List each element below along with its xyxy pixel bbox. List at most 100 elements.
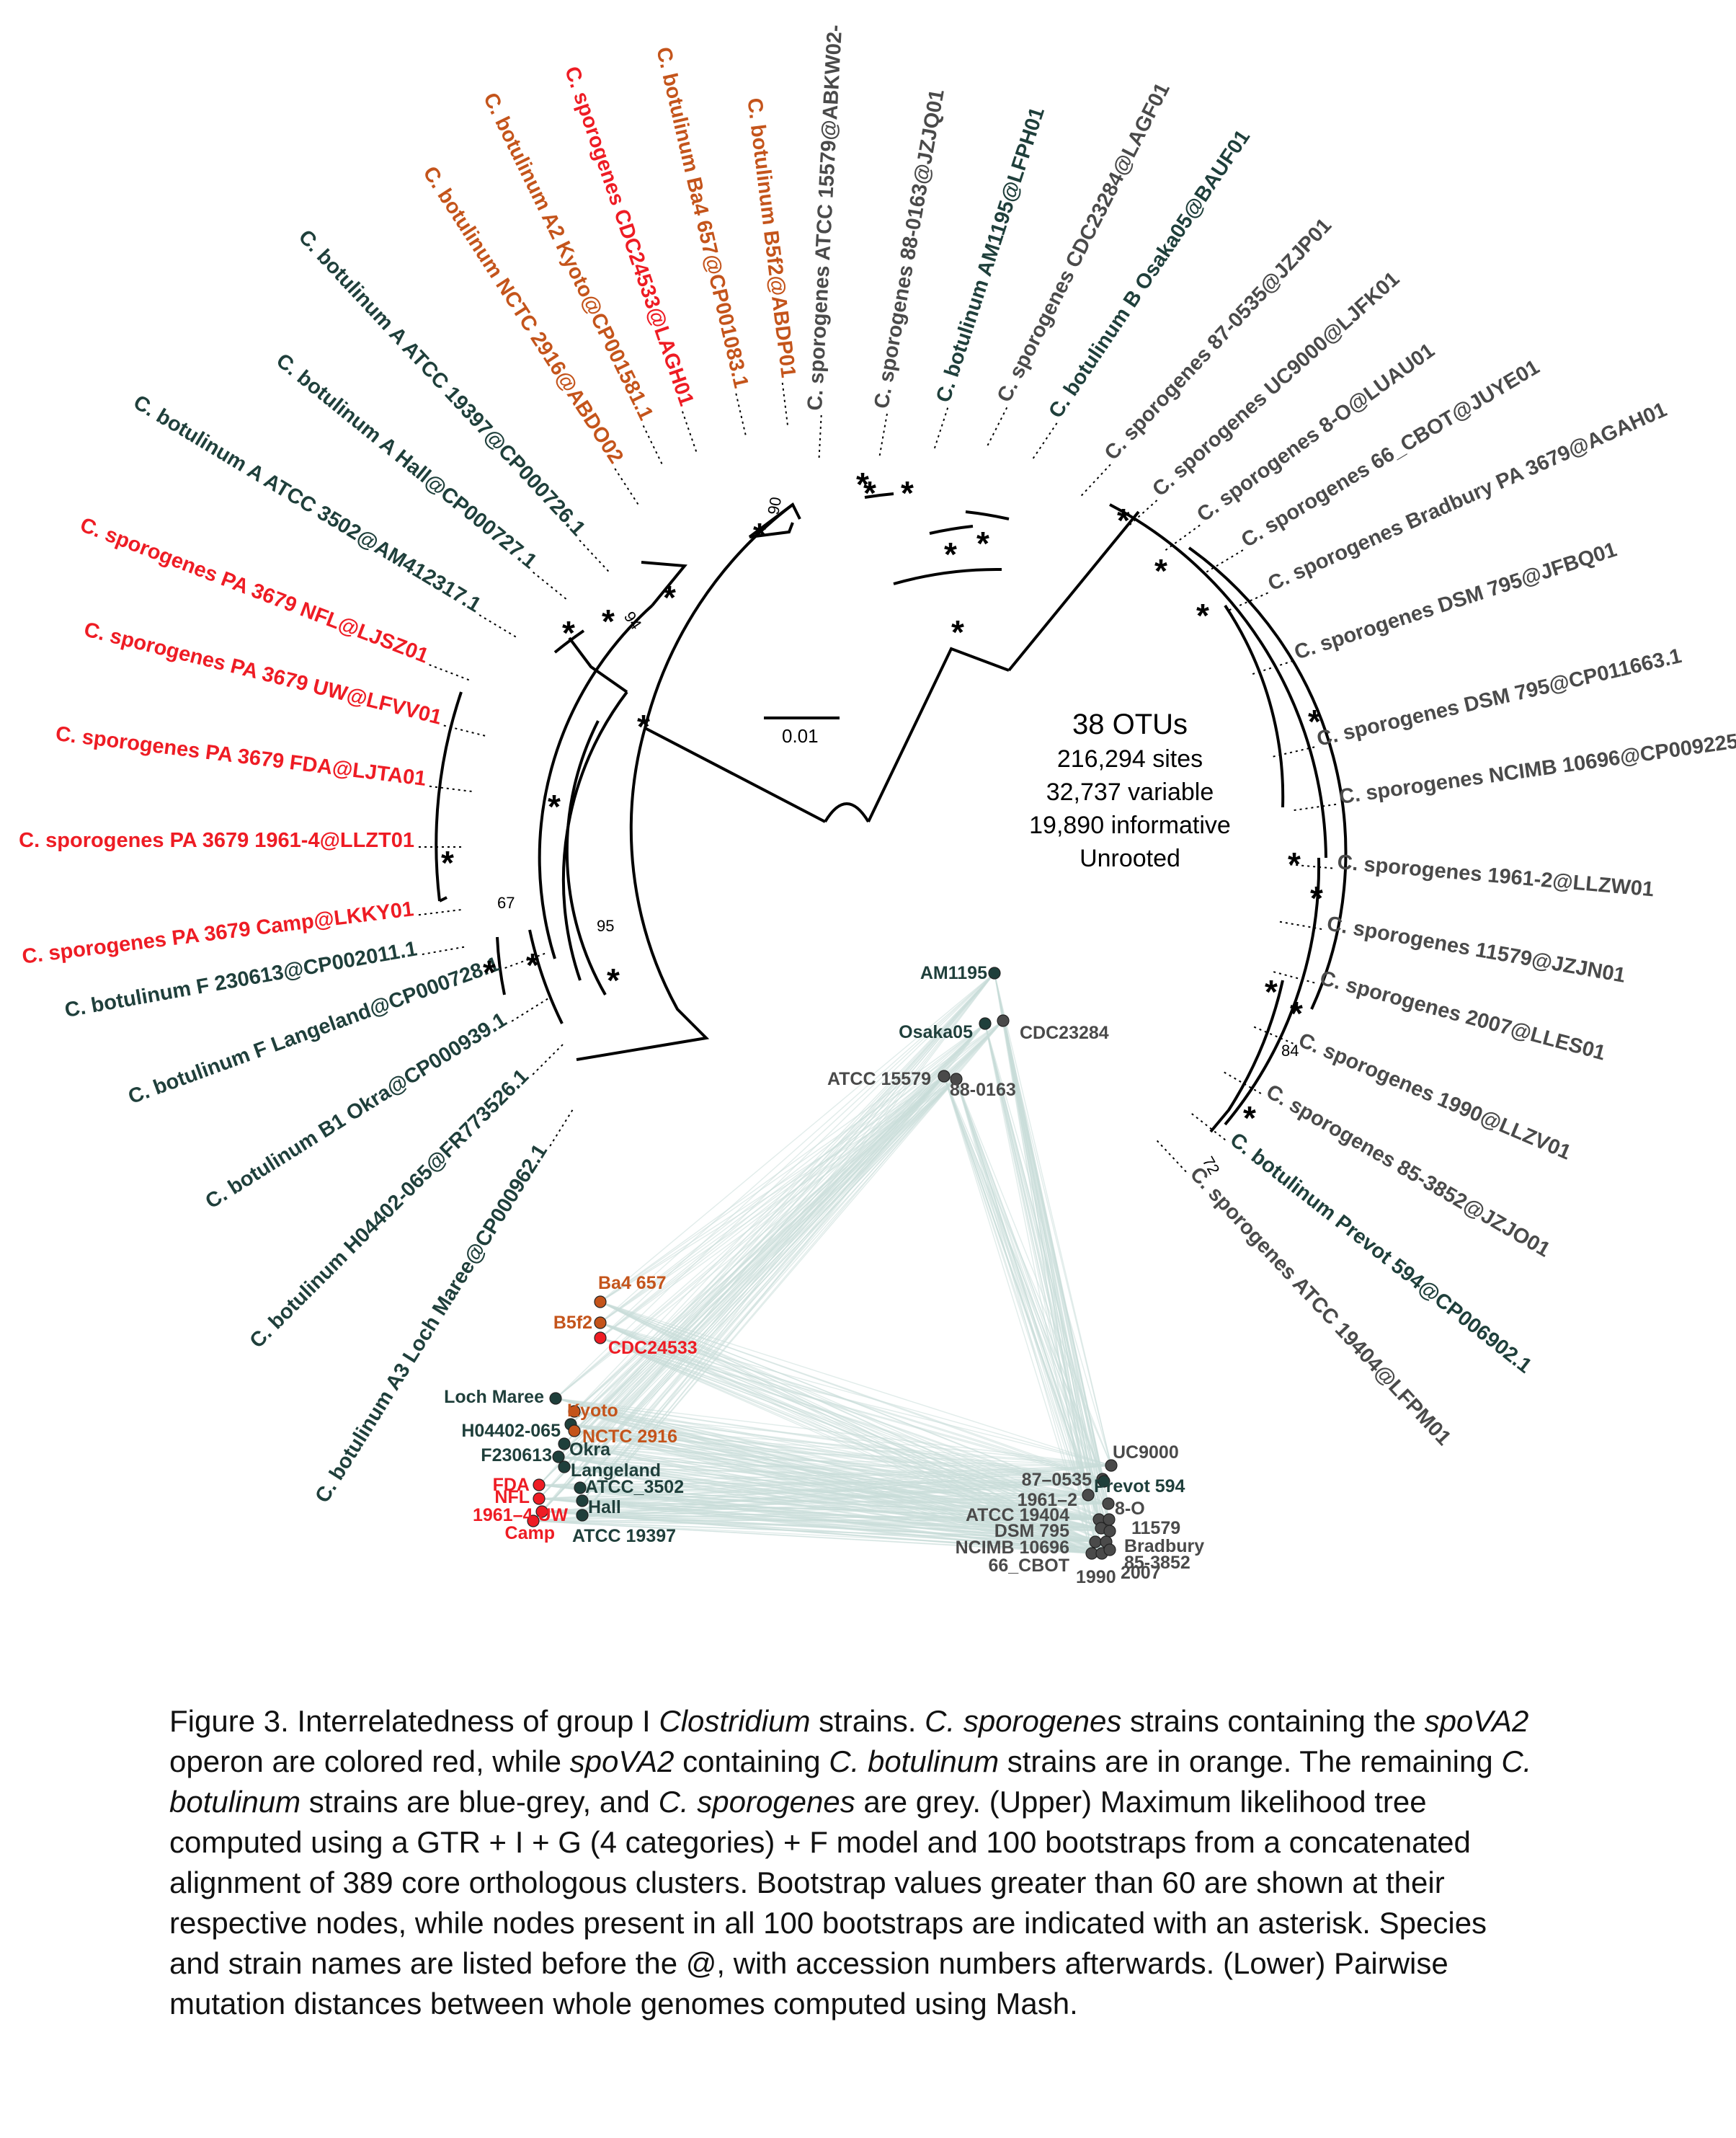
mash-edge xyxy=(600,1023,986,1303)
mash-edge xyxy=(582,1514,1110,1551)
tip-leader xyxy=(1154,1137,1187,1173)
mash-edge xyxy=(1002,1020,1112,1466)
tree-branch xyxy=(749,522,794,538)
mash-edge xyxy=(574,1411,1112,1466)
mash-edge xyxy=(582,1514,1110,1532)
tree-branch xyxy=(496,936,506,995)
mash-node xyxy=(1103,1525,1116,1538)
tip-leader xyxy=(418,908,465,916)
tip-leader xyxy=(533,571,570,602)
tree-branch xyxy=(1209,980,1284,1133)
mash-node xyxy=(997,1014,1010,1027)
mash-edge xyxy=(943,1075,1109,1504)
mash-edge xyxy=(538,1465,1112,1499)
mash-edge xyxy=(956,1078,1110,1532)
mash-edge xyxy=(600,1023,986,1323)
tip-leader xyxy=(781,382,789,429)
mash-node-label: Prevot 594 xyxy=(1094,1476,1185,1496)
otu-count: 38 OTUs xyxy=(1072,709,1188,740)
tip-label: C. sporogenes 85-3852@JZJO01 xyxy=(1263,1080,1554,1261)
tip-leader xyxy=(614,468,641,508)
tree-branch xyxy=(576,1022,710,1061)
mash-edge xyxy=(570,1078,957,1425)
mash-node-label: AM1195 xyxy=(920,963,987,983)
mash-edge xyxy=(582,1503,1109,1516)
mash-node-label: Camp xyxy=(505,1523,555,1543)
mash-node-label: Loch Maree xyxy=(444,1387,544,1407)
bootstrap-asterisk: * xyxy=(1117,502,1130,539)
tip-label: C. botulinum A ATCC 3502@AM412317.1 xyxy=(130,391,485,617)
mash-edge xyxy=(600,1078,957,1323)
mash-edge xyxy=(555,1023,986,1399)
mash-edge xyxy=(600,1337,1112,1466)
tree-branch xyxy=(538,604,654,959)
mash-edge xyxy=(600,1078,957,1339)
mash-node-label: H04402-065 xyxy=(461,1421,561,1441)
mash-node xyxy=(558,1437,571,1450)
mash-edge xyxy=(564,1466,1105,1482)
mash-node-label: B5f2 xyxy=(553,1313,592,1333)
mash-node-label: Langeland xyxy=(571,1460,661,1481)
mash-distance-plot: AM1195 Osaka05 CDC23284 ATCC 15579 88-0163 Ba… xyxy=(444,963,1204,1587)
mash-node-label: Ba4 657 xyxy=(598,1273,667,1293)
mash-node-label: Bradbury xyxy=(1124,1536,1204,1556)
tip-leader xyxy=(1290,803,1337,812)
tree-branch xyxy=(1188,546,1348,1010)
mash-edge xyxy=(600,1301,1110,1551)
tree-branch xyxy=(528,929,564,1024)
mash-edge xyxy=(956,1078,1103,1554)
tip-leader xyxy=(932,407,949,452)
mash-node-label: CDC23284 xyxy=(1020,1023,1109,1043)
tip-leader xyxy=(1122,500,1158,532)
mash-edge xyxy=(600,1020,1004,1323)
bootstrap-asterisk: * xyxy=(1154,552,1167,590)
mash-edge xyxy=(555,972,995,1399)
mash-node xyxy=(988,967,1001,980)
mash-edge xyxy=(600,1020,1004,1339)
tip-leader xyxy=(504,952,549,969)
mash-edge xyxy=(579,1465,1112,1489)
tree-branch xyxy=(748,503,794,538)
bootstrap-asterisk: * xyxy=(1196,597,1209,634)
bootstrap-asterisk: * xyxy=(562,614,575,652)
mash-edge xyxy=(538,1465,1112,1486)
tip-leader xyxy=(443,724,489,737)
tip-leader xyxy=(818,414,822,461)
mash-edge xyxy=(956,1078,1109,1504)
bootstrap-asterisk: * xyxy=(548,788,561,825)
tree-branch xyxy=(867,647,1010,822)
mash-node xyxy=(950,1073,963,1086)
tree-branch xyxy=(1007,510,1140,672)
figure-caption: Figure 3. Interrelatedness of group I Cl… xyxy=(169,1704,1532,2021)
mash-edge xyxy=(943,1075,1110,1532)
bootstrap-asterisk: * xyxy=(1308,703,1321,740)
tip-label: C. sporogenes PA 3679 FDA@LJTA01 xyxy=(54,722,427,791)
tip-leader xyxy=(1203,549,1244,575)
tip-leader xyxy=(1162,524,1201,553)
tree-branch xyxy=(929,525,974,535)
variable-count: 32,737 variable xyxy=(1046,779,1214,806)
mash-edge xyxy=(582,1481,1105,1516)
tree-branch xyxy=(1224,604,1285,808)
mash-edge xyxy=(600,1075,945,1323)
tip-leader xyxy=(1078,463,1111,499)
tree-branch xyxy=(439,896,448,902)
mash-edge xyxy=(600,972,995,1323)
mash-node xyxy=(533,1478,546,1491)
mash-edge xyxy=(570,1424,1112,1466)
bootstrap-value: 90 xyxy=(764,495,785,515)
mash-node-label: ATCC 15579 xyxy=(827,1069,931,1089)
bootstrap-asterisk: * xyxy=(1288,846,1301,883)
mash-edge xyxy=(564,1078,957,1445)
mash-edge xyxy=(582,1465,1112,1516)
mash-edge xyxy=(533,1520,1107,1543)
tree-branch xyxy=(629,727,693,1025)
mash-edge xyxy=(533,1520,1110,1551)
bootstrap-asterisk: * xyxy=(607,962,620,999)
mash-node-label: 66_CBOT xyxy=(988,1556,1069,1576)
mash-edge xyxy=(600,972,995,1339)
mash-edge xyxy=(943,1075,1103,1554)
mash-node-label: Hall xyxy=(588,1497,621,1517)
mash-edge xyxy=(600,1023,986,1339)
bootstrap-asterisk: * xyxy=(637,708,650,745)
